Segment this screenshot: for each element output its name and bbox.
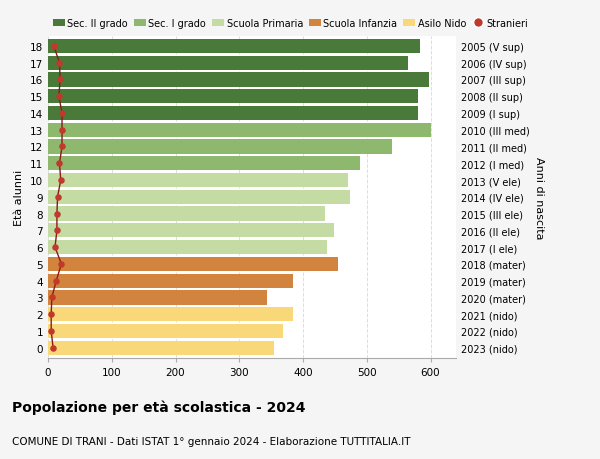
- Bar: [48, 241, 327, 255]
- Bar: [48, 90, 418, 104]
- Y-axis label: Età alunni: Età alunni: [14, 169, 25, 225]
- Point: [56, 177, 65, 185]
- Point: [52, 277, 61, 285]
- Bar: [48, 157, 361, 171]
- Bar: [48, 324, 283, 338]
- Point: [54, 93, 64, 101]
- Point: [55, 60, 64, 67]
- Point: [55, 77, 65, 84]
- Bar: [48, 123, 431, 138]
- Bar: [48, 274, 293, 288]
- Point: [56, 261, 66, 268]
- Point: [49, 344, 58, 352]
- Point: [57, 127, 67, 134]
- Bar: [48, 56, 408, 71]
- Point: [49, 43, 59, 50]
- Y-axis label: Anni di nascita: Anni di nascita: [533, 156, 544, 239]
- Bar: [48, 140, 392, 154]
- Bar: [48, 291, 266, 305]
- Bar: [48, 257, 338, 271]
- Text: Popolazione per età scolastica - 2024: Popolazione per età scolastica - 2024: [12, 399, 305, 414]
- Bar: [48, 224, 334, 238]
- Bar: [48, 308, 293, 322]
- Point: [46, 311, 56, 318]
- Bar: [48, 73, 429, 87]
- Point: [55, 160, 64, 168]
- Point: [50, 244, 60, 251]
- Point: [53, 194, 62, 201]
- Text: COMUNE DI TRANI - Dati ISTAT 1° gennaio 2024 - Elaborazione TUTTITALIA.IT: COMUNE DI TRANI - Dati ISTAT 1° gennaio …: [12, 436, 410, 446]
- Bar: [48, 174, 347, 188]
- Point: [57, 110, 67, 118]
- Bar: [48, 207, 325, 221]
- Point: [46, 328, 56, 335]
- Bar: [48, 39, 419, 54]
- Bar: [48, 341, 274, 355]
- Bar: [48, 106, 418, 121]
- Legend: Sec. II grado, Sec. I grado, Scuola Primaria, Scuola Infanzia, Asilo Nido, Stran: Sec. II grado, Sec. I grado, Scuola Prim…: [53, 19, 529, 28]
- Point: [57, 144, 67, 151]
- Point: [52, 210, 62, 218]
- Bar: [48, 190, 350, 204]
- Point: [52, 227, 62, 235]
- Point: [47, 294, 56, 302]
